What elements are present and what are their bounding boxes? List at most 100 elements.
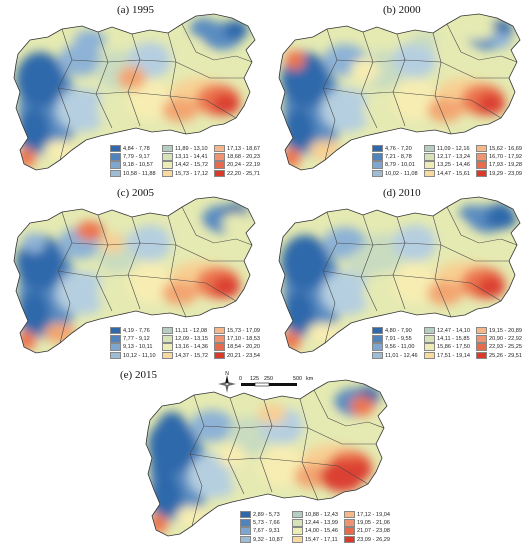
region-outline [278, 13, 521, 171]
legend-2010: 4,80 - 7,90 7,91 - 9,55 9,56 - 11,00 11,01 … [372, 327, 530, 363]
legend-swatch [292, 511, 303, 519]
legend-item: 14,42 - 15,72 [162, 161, 208, 169]
legend-item: 17,13 - 18,67 [214, 145, 260, 153]
legend-item: 19,29 - 23,09 [476, 169, 522, 178]
region-outline [13, 196, 256, 354]
legend-label: 20,90 - 22,92 [489, 336, 522, 343]
legend-item: 9,13 - 10,11 [110, 343, 156, 351]
value-zone [477, 276, 505, 298]
province-boundary [392, 33, 406, 127]
legend-label: 15,86 - 17,50 [437, 344, 470, 351]
scale-unit: km [306, 376, 314, 382]
value-zone [350, 396, 374, 416]
legend-item: 13,25 - 14,46 [424, 161, 470, 169]
legend-item: 14,00 - 15,46 [292, 527, 338, 535]
value-zone [459, 20, 495, 40]
legend-column: 10,88 - 12,43 12,44 - 13,99 14,00 - 15,46 1… [292, 511, 338, 544]
value-zone [258, 404, 286, 424]
legend-2015: 2,89 - 5,73 5,73 - 7,66 7,67 - 9,31 9,32 - … [240, 511, 400, 547]
value-zone [302, 408, 342, 440]
value-zone [22, 233, 46, 253]
province-boundary [189, 453, 303, 463]
province-boundary [440, 61, 509, 79]
legend-label: 7,21 - 8,78 [385, 154, 412, 161]
legend-swatch [424, 161, 435, 169]
legend-label: 8,79 - 10,01 [385, 162, 415, 169]
legend-label: 12,17 - 13,24 [437, 154, 470, 161]
legend-label: 9,13 - 10,11 [123, 344, 153, 351]
legend-label: 20,21 - 23,54 [227, 352, 260, 359]
region-outline [278, 196, 521, 354]
legend-column: 4,19 - 7,76 7,77 - 9,12 9,13 - 10,11 10,12 … [110, 327, 156, 360]
province-boundary [360, 214, 378, 312]
province-boundary [259, 399, 273, 493]
value-zone [128, 80, 172, 120]
legend-label: 2,89 - 5,73 [253, 512, 280, 519]
legend-label: 9,56 - 11,00 [385, 344, 415, 351]
legend-item: 9,56 - 11,00 [372, 343, 418, 351]
panel-title: (e) 2015 [120, 369, 157, 381]
province-boundary [169, 95, 237, 119]
value-zone [162, 281, 198, 305]
legend-label: 17,93 - 19,28 [489, 162, 522, 169]
value-zone [291, 237, 319, 257]
legend-item: 10,02 - 11,08 [372, 169, 418, 178]
legend-column: 11,89 - 13,10 13,11 - 14,41 14,42 - 15,72 1… [162, 145, 208, 178]
value-zone [459, 205, 483, 221]
province-boundary [127, 216, 141, 310]
value-zone [74, 30, 106, 50]
legend-label: 11,11 - 12,08 [175, 328, 208, 335]
legend-swatch [476, 351, 487, 359]
legend-swatch [162, 161, 173, 169]
value-zone [413, 32, 437, 48]
map-panel-2000: (b) 2000 [265, 0, 530, 185]
map-panel-2010: (d) 2010 [265, 183, 530, 368]
legend-item: 13,11 - 14,41 [162, 153, 208, 161]
value-zone [218, 444, 246, 468]
legend-item: 22,20 - 25,71 [214, 169, 260, 178]
value-zone [170, 42, 210, 74]
legend-swatch [372, 169, 383, 177]
value-zone [285, 50, 305, 70]
legend-swatch [110, 153, 121, 161]
legend-label: 14,37 - 15,72 [175, 352, 208, 359]
legend-label: 13,16 - 14,36 [175, 344, 208, 351]
legend-label: 19,15 - 20,89 [489, 328, 522, 335]
value-zone [393, 42, 437, 78]
legend-swatch [110, 335, 121, 343]
legend-item: 7,91 - 9,55 [372, 335, 418, 343]
value-zone [44, 323, 76, 343]
choropleth-map [278, 196, 521, 354]
legend-label: 4,80 - 7,90 [385, 328, 412, 335]
province-boundary [392, 216, 406, 310]
legend-item: 16,70 - 17,92 [476, 153, 522, 161]
value-zone [176, 506, 208, 526]
legend-label: 12,44 - 13,99 [305, 520, 338, 527]
legend-column: 2,89 - 5,73 5,73 - 7,66 7,67 - 9,31 9,32 - … [240, 511, 283, 544]
legend-label: 4,19 - 7,76 [123, 328, 150, 335]
legend-column: 12,47 - 14,10 14,11 - 15,85 15,86 - 17,50 1… [424, 327, 470, 360]
legend-item: 7,67 - 9,31 [240, 527, 283, 535]
province-boundary [336, 59, 442, 63]
legend-column: 4,80 - 7,90 7,91 - 9,55 9,56 - 11,00 11,01 … [372, 327, 418, 360]
legend-item: 11,01 - 12,46 [372, 351, 418, 360]
value-zone [118, 66, 146, 90]
province-boundary [432, 215, 452, 318]
region-outline [13, 13, 256, 171]
legend-swatch [424, 145, 435, 153]
legend-label: 10,58 - 11,88 [123, 170, 156, 177]
legend-label: 9,18 - 10,57 [123, 162, 153, 169]
value-zone [190, 18, 218, 38]
panel-title: (a) 1995 [117, 4, 154, 16]
legend-swatch [110, 327, 121, 335]
legend-item: 4,80 - 7,90 [372, 327, 418, 335]
legend-swatch [162, 153, 173, 161]
legend-label: 5,73 - 7,66 [253, 520, 280, 527]
legend-label: 9,32 - 10,87 [253, 536, 283, 543]
choropleth-map [13, 13, 256, 171]
value-zone [320, 460, 364, 492]
legend-swatch [110, 351, 121, 359]
legend-swatch [424, 327, 435, 335]
legend-item: 14,47 - 15,61 [424, 169, 470, 178]
province-boundary [307, 427, 376, 445]
